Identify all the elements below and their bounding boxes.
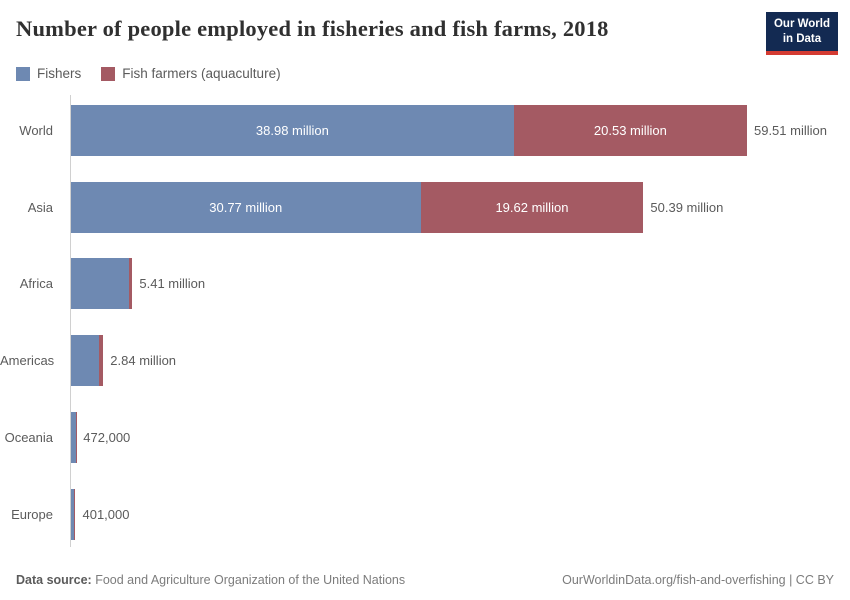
stacked-bar xyxy=(71,412,77,464)
fish-farmers-segment[interactable] xyxy=(73,488,76,540)
legend-item-fishers: Fishers xyxy=(16,66,81,81)
fish-farmers-segment[interactable] xyxy=(128,258,133,310)
total-value-label: 50.39 million xyxy=(650,199,724,215)
chart-header: Number of people employed in fisheries a… xyxy=(16,12,838,55)
stacked-bar xyxy=(71,488,76,540)
total-value-label: 401,000 xyxy=(82,506,130,522)
fish-farmers-segment[interactable]: 19.62 million xyxy=(420,181,644,233)
fishers-segment[interactable]: 38.98 million xyxy=(71,104,514,156)
data-source-label: Data source: xyxy=(16,573,92,587)
page-title: Number of people employed in fisheries a… xyxy=(16,16,609,41)
chart-footer: Data source: Food and Agriculture Organi… xyxy=(16,573,834,587)
total-value-label: 472,000 xyxy=(83,430,131,446)
fishers-segment[interactable]: 30.77 million xyxy=(71,181,421,233)
segment-value-label: 19.62 million xyxy=(495,199,569,215)
bar-row: Oceania 472,000 xyxy=(0,399,834,476)
fishers-segment[interactable] xyxy=(71,335,100,387)
fishers-swatch-icon xyxy=(16,66,30,81)
bar-row: Asia 30.77 million 19.62 million 50.39 mill… xyxy=(0,169,834,246)
credit-link[interactable]: OurWorldinData.org/fish-and-overfishing … xyxy=(562,573,834,587)
data-source-text: Food and Agriculture Organization of the… xyxy=(95,573,406,587)
category-label: Americas xyxy=(0,353,55,369)
stacked-bar: 30.77 million 19.62 million xyxy=(71,181,644,233)
category-label: Europe xyxy=(11,506,53,522)
stacked-bar xyxy=(71,258,133,310)
legend-label-fishers: Fishers xyxy=(37,66,82,81)
bar-row: Africa 5.41 million xyxy=(0,246,834,323)
total-value-label: 2.84 million xyxy=(110,353,177,369)
legend-label-fish-farmers: Fish farmers (aquaculture) xyxy=(122,66,281,81)
segment-value-label: 38.98 million xyxy=(255,122,329,138)
bar-row: Europe 401,000 xyxy=(0,476,834,553)
category-label: Asia xyxy=(27,199,53,215)
total-value-label: 5.41 million xyxy=(139,276,206,292)
category-label: Oceania xyxy=(4,430,53,446)
owid-logo[interactable]: Our World in Data xyxy=(765,12,838,55)
segment-value-label: 30.77 million xyxy=(209,199,283,215)
legend: Fishers Fish farmers (aquaculture) xyxy=(16,66,834,81)
fishers-segment[interactable] xyxy=(71,258,129,310)
stacked-bar xyxy=(71,335,104,387)
owid-logo-line2: in Data xyxy=(782,32,822,45)
fish-farmers-segment[interactable]: 20.53 million xyxy=(513,104,747,156)
category-label: World xyxy=(19,122,53,138)
data-source: Data source: Food and Agriculture Organi… xyxy=(16,573,405,587)
total-value-label: 59.51 million xyxy=(753,122,827,138)
fishers-segment[interactable] xyxy=(71,488,74,540)
stacked-bar: 38.98 million 20.53 million xyxy=(71,104,747,156)
owid-logo-line1: Our World xyxy=(773,18,830,30)
fish-farmers-swatch-icon xyxy=(101,66,116,81)
stacked-bar-chart: World 38.98 million 20.53 million 59.51 mil… xyxy=(0,92,834,553)
fish-farmers-segment[interactable] xyxy=(99,335,104,387)
bar-row: Americas 2.84 million xyxy=(0,322,834,399)
legend-item-fish-farmers: Fish farmers (aquaculture) xyxy=(101,66,281,81)
segment-value-label: 20.53 million xyxy=(593,122,667,138)
category-label: Africa xyxy=(19,276,53,292)
bar-row: World 38.98 million 20.53 million 59.51 mil… xyxy=(0,92,834,169)
fishers-segment[interactable] xyxy=(71,412,77,464)
